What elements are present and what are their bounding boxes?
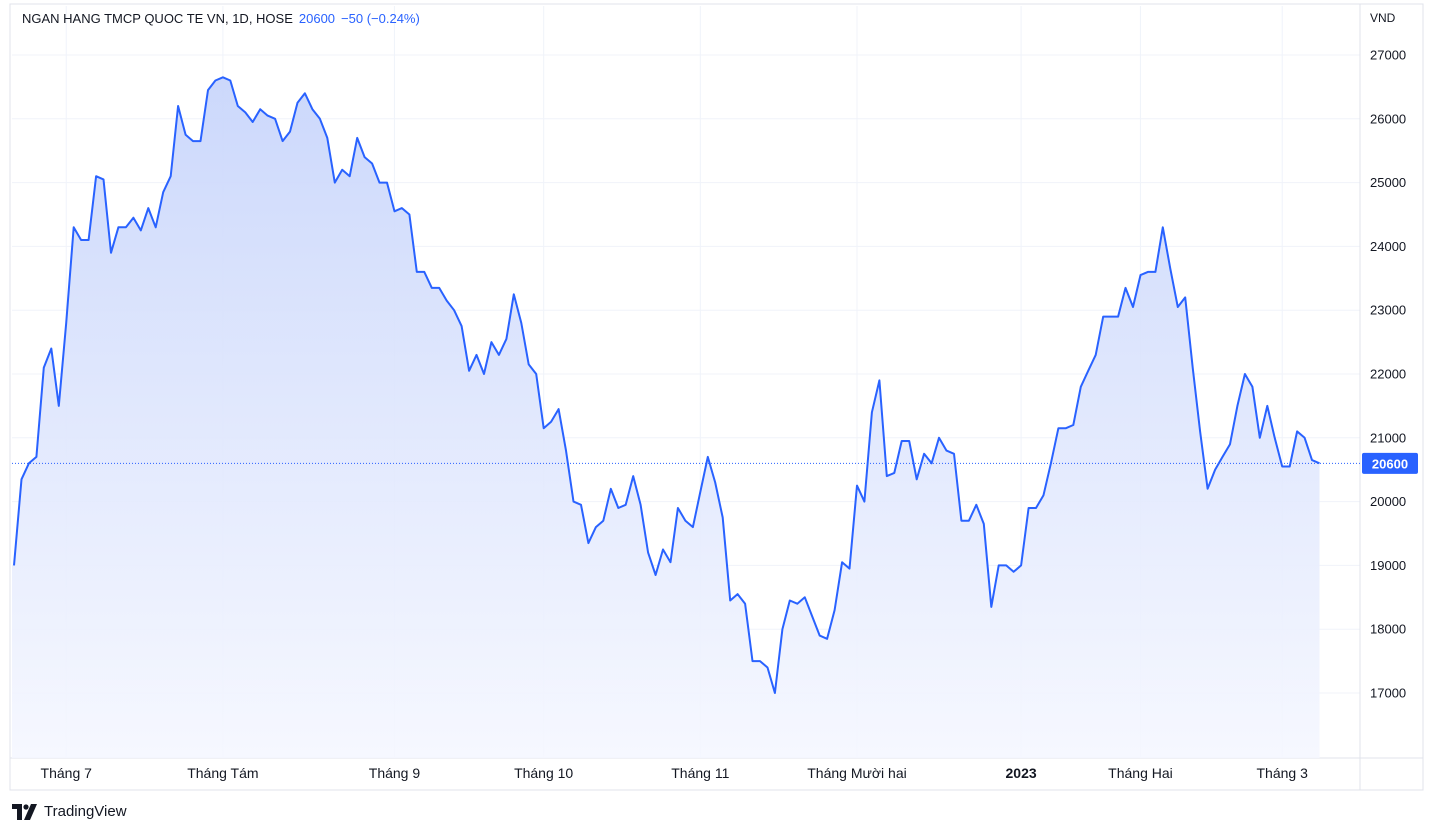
price-axis[interactable]: 17000 18000 19000 20000 21000 22000 23000 24000… [1370, 11, 1406, 701]
last-price: 20600 [298, 11, 336, 26]
y-tick-label: 26000 [1370, 111, 1406, 126]
brand-name: TradingView [44, 803, 127, 820]
y-tick-label: 23000 [1370, 303, 1406, 318]
chart-legend: NGAN HANG TMCP QUOC TE VN, 1D, HOSE 20600… [22, 11, 420, 26]
price-change: −50 (−0.24%) [341, 11, 420, 26]
last-price-tag-group: 20600 [1362, 452, 1418, 474]
price-line [12, 76, 1360, 694]
price-area [12, 77, 1320, 759]
price-series-line [13, 76, 1320, 694]
x-tick-label: Tháng Tám [187, 765, 258, 781]
tradingview-logo-icon [12, 803, 37, 820]
price-axis-unit: VND [1370, 11, 1396, 25]
chart-border [9, 3, 1424, 791]
symbol-name[interactable]: NGAN HANG TMCP QUOC TE VN, 1D, HOSE [22, 11, 293, 26]
y-tick-label: 17000 [1370, 686, 1406, 701]
y-tick-label: 25000 [1370, 175, 1406, 190]
x-tick-label: Tháng Mười hai [807, 765, 906, 781]
x-tick-label: Tháng 3 [1257, 765, 1309, 781]
area-fill [12, 77, 1320, 759]
x-tick-label: Tháng 9 [369, 765, 421, 781]
y-tick-label: 18000 [1370, 622, 1406, 637]
x-tick-label: 2023 [1006, 765, 1037, 781]
x-tick-label: Tháng 10 [514, 765, 573, 781]
x-tick-label: Tháng 7 [41, 765, 93, 781]
y-tick-label: 22000 [1370, 367, 1406, 382]
x-tick-label: Tháng 11 [671, 765, 729, 781]
x-tick-label: Tháng Hai [1108, 765, 1173, 781]
y-tick-label: 19000 [1370, 558, 1406, 573]
y-tick-label: 21000 [1370, 430, 1406, 445]
last-price-tag [1362, 452, 1418, 474]
last-price-tag-label: 20600 [1372, 456, 1408, 471]
tradingview-attribution[interactable]: TradingView [12, 803, 127, 820]
y-tick-label: 20000 [1370, 494, 1406, 509]
y-tick-label: 24000 [1370, 239, 1406, 254]
time-axis[interactable]: Tháng 7 Tháng Tám Tháng 9 Tháng 10 Tháng 11 T… [41, 765, 1309, 781]
y-tick-label: 27000 [1370, 48, 1406, 63]
